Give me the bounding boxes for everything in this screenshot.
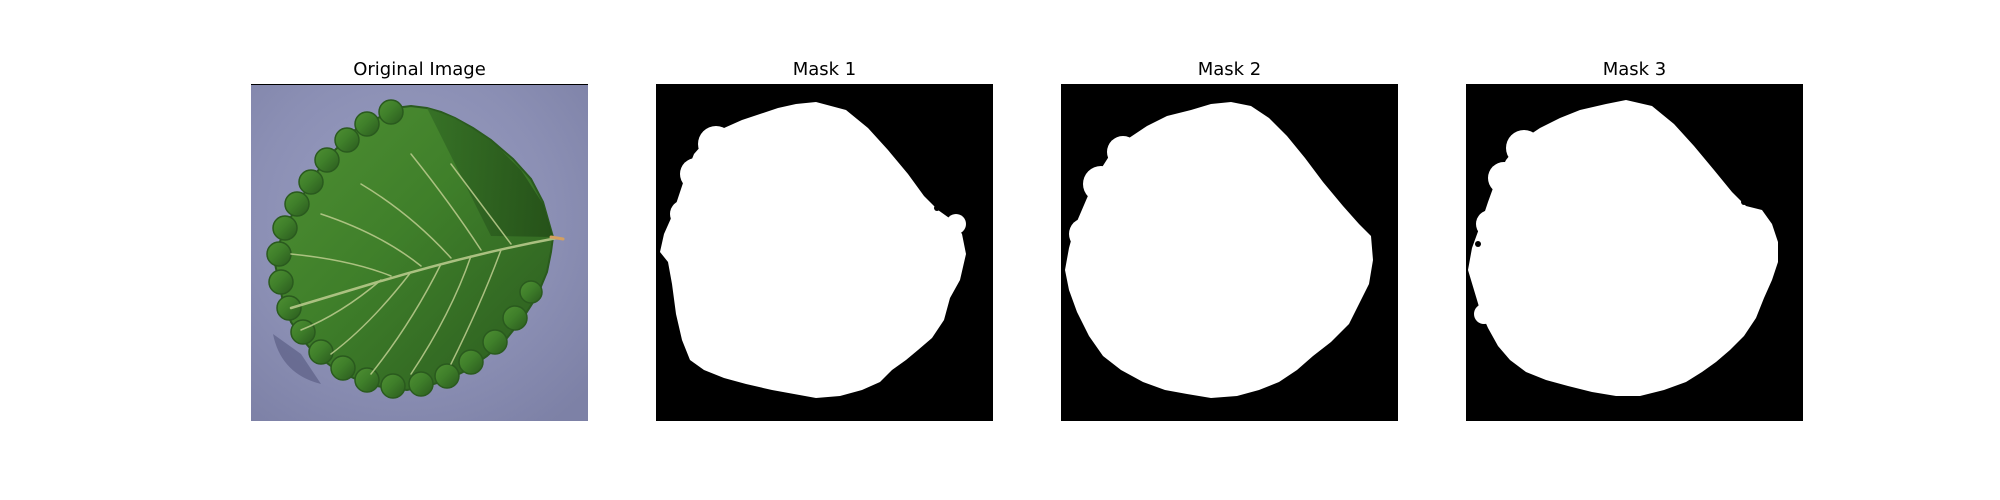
mask-image [656, 84, 993, 421]
panel-title: Mask 2 [1197, 59, 1262, 80]
panel-original-image: Original Image [251, 58, 588, 421]
mask-image [1466, 84, 1803, 421]
leaf-photo [251, 84, 588, 421]
panel-mask-2: Mask 2 [1061, 58, 1398, 421]
panel-title: Original Image [353, 59, 486, 80]
panel-mask-1: Mask 1 [656, 58, 993, 421]
panel-mask-3: Mask 3 [1466, 58, 1803, 421]
mask-image [1061, 84, 1398, 421]
panel-title: Mask 3 [1602, 59, 1667, 80]
panel-title: Mask 1 [792, 59, 857, 80]
